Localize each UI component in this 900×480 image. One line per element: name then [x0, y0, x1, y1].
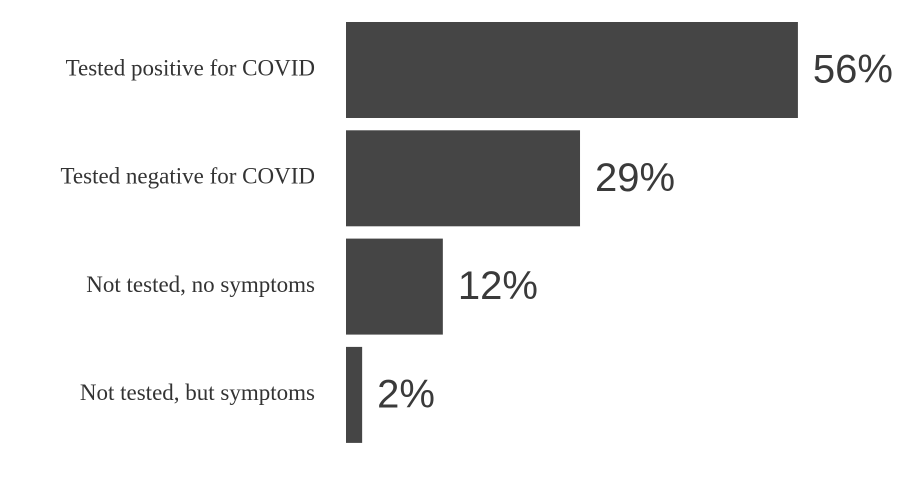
category-label: Not tested, no symptoms [86, 272, 315, 297]
bar [346, 130, 581, 227]
value-label: 2% [377, 372, 435, 416]
bar [346, 238, 443, 335]
value-label: 29% [595, 156, 675, 200]
category-label: Tested positive for COVID [66, 55, 315, 80]
category-label: Tested negative for COVID [60, 164, 315, 189]
category-label: Not tested, but symptoms [80, 380, 315, 405]
value-label: 56% [813, 48, 893, 92]
value-label: 12% [458, 264, 538, 308]
bar [346, 22, 798, 118]
bar [346, 346, 363, 443]
